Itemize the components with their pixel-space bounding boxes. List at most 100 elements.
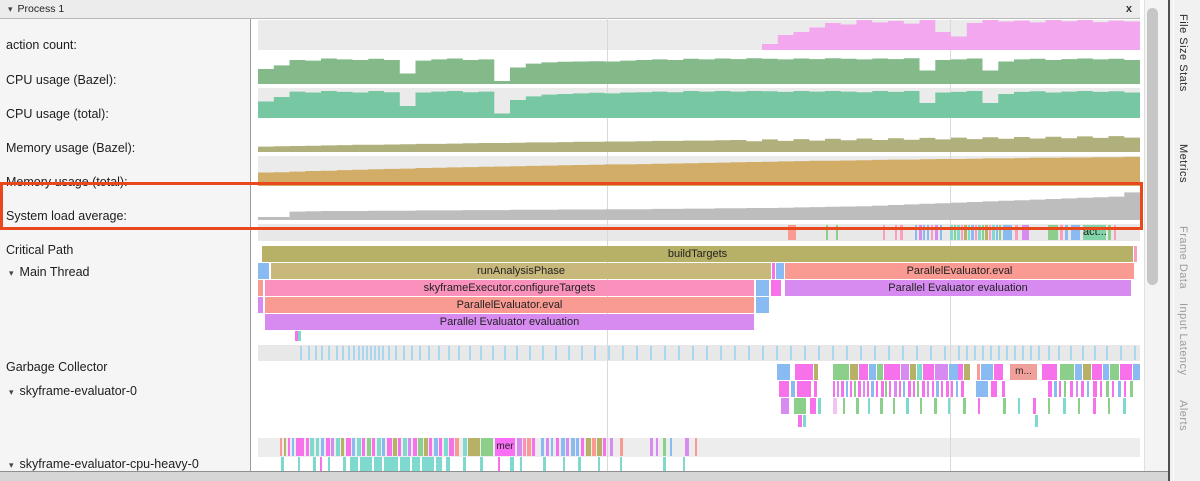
trace-fragment[interactable]: [777, 364, 790, 380]
gc-tick[interactable]: [720, 346, 722, 360]
gc-tick[interactable]: [958, 346, 960, 360]
trace-fragment[interactable]: [408, 438, 411, 456]
trace-slice[interactable]: m...: [1010, 364, 1037, 380]
trace-fragment[interactable]: [620, 438, 623, 456]
trace-fragment[interactable]: [836, 225, 838, 240]
gc-tick[interactable]: [734, 346, 736, 360]
trace-fragment[interactable]: [935, 364, 948, 380]
trace-fragment[interactable]: [343, 457, 346, 471]
main-thread-row-1[interactable]: runAnalysisPhase ParallelEvaluator.eval: [258, 263, 1140, 279]
trace-fragment[interactable]: [298, 457, 300, 471]
trace-fragment[interactable]: [510, 457, 514, 471]
trace-fragment[interactable]: [1060, 364, 1074, 380]
thread-evaluator0[interactable]: ▾ skyframe-evaluator-0: [9, 384, 137, 398]
trace-fragment[interactable]: [885, 381, 887, 397]
counter-row-action-count[interactable]: [258, 20, 1140, 50]
gc-tick[interactable]: [458, 346, 460, 360]
trace-fragment[interactable]: [814, 364, 818, 380]
trace-fragment[interactable]: [517, 438, 522, 456]
trace-fragment[interactable]: [541, 438, 544, 456]
trace-fragment[interactable]: [670, 438, 672, 456]
trace-fragment[interactable]: [321, 438, 324, 456]
trace-fragment[interactable]: [833, 364, 849, 380]
collapse-triangle-icon[interactable]: ▾: [8, 4, 13, 14]
trace-fragment[interactable]: [1133, 364, 1140, 380]
trace-fragment[interactable]: [1042, 364, 1057, 380]
trace-fragment[interactable]: [1065, 225, 1068, 240]
counter-row-cpu-bazel[interactable]: [258, 54, 1140, 84]
trace-fragment[interactable]: [1083, 364, 1091, 380]
trace-fragment[interactable]: [776, 263, 784, 279]
gc-tick[interactable]: [315, 346, 317, 360]
gc-tick[interactable]: [555, 346, 557, 360]
gc-tick[interactable]: [308, 346, 310, 360]
trace-fragment[interactable]: [663, 457, 666, 471]
gc-tick[interactable]: [366, 346, 368, 360]
trace-fragment[interactable]: [1130, 381, 1133, 397]
trace-fragment[interactable]: [320, 457, 322, 471]
horizontal-scrollbar[interactable]: [0, 471, 1168, 481]
thread-cpu-heavy[interactable]: ▾ skyframe-evaluator-cpu-heavy-0: [9, 457, 199, 471]
gc-tick[interactable]: [974, 346, 976, 360]
trace-fragment[interactable]: [991, 381, 997, 397]
tab-metrics[interactable]: Metrics: [1177, 144, 1189, 183]
trace-fragment[interactable]: [1093, 381, 1097, 397]
gc-tick[interactable]: [370, 346, 372, 360]
gc-tick[interactable]: [692, 346, 694, 360]
trace-fragment[interactable]: [932, 381, 934, 397]
evaluator0-level-2[interactable]: [258, 398, 1140, 414]
trace-fragment[interactable]: [941, 381, 943, 397]
trace-fragment[interactable]: [1048, 398, 1050, 414]
gc-tick[interactable]: [1094, 346, 1096, 360]
trace-fragment[interactable]: [876, 381, 878, 397]
trace-fragment[interactable]: [917, 381, 919, 397]
trace-fragment[interactable]: [683, 457, 685, 471]
gc-tick[interactable]: [966, 346, 968, 360]
trace-fragment[interactable]: [520, 457, 522, 471]
gc-tick[interactable]: [706, 346, 708, 360]
trace-fragment[interactable]: [877, 364, 883, 380]
gc-tick[interactable]: [944, 346, 946, 360]
trace-slice[interactable]: skyframeExecutor.configureTargets: [265, 280, 754, 296]
trace-fragment[interactable]: [978, 225, 981, 240]
trace-fragment[interactable]: [424, 438, 428, 456]
trace-fragment[interactable]: [1123, 398, 1126, 414]
gc-tick[interactable]: [438, 346, 440, 360]
gc-tick[interactable]: [874, 346, 876, 360]
trace-fragment[interactable]: [982, 225, 984, 240]
trace-fragment[interactable]: [903, 381, 905, 397]
gc-tick[interactable]: [403, 346, 405, 360]
trace-fragment[interactable]: [996, 225, 998, 240]
main-thread-row-4[interactable]: Parallel Evaluator evaluation: [258, 314, 1140, 330]
trace-fragment[interactable]: [429, 438, 432, 456]
trace-fragment[interactable]: [566, 438, 569, 456]
trace-fragment[interactable]: [798, 415, 802, 427]
trace-fragment[interactable]: [446, 457, 450, 471]
trace-fragment[interactable]: [1048, 225, 1058, 240]
trace-fragment[interactable]: [949, 364, 958, 380]
gc-tick[interactable]: [608, 346, 610, 360]
trace-fragment[interactable]: [884, 364, 900, 380]
main-thread-row-3[interactable]: ParallelEvaluator.eval: [258, 297, 1140, 313]
trace-fragment[interactable]: [923, 364, 934, 380]
trace-fragment[interactable]: [292, 438, 294, 456]
trace-fragment[interactable]: [994, 364, 1003, 380]
main-thread-row-2[interactable]: skyframeExecutor.configureTargets Paralle…: [258, 280, 1140, 296]
trace-fragment[interactable]: [906, 398, 909, 414]
trace-fragment[interactable]: [756, 280, 769, 296]
trace-fragment[interactable]: [422, 457, 434, 471]
trace-fragment[interactable]: [298, 331, 301, 341]
trace-fragment[interactable]: [992, 225, 995, 240]
trace-slice[interactable]: runAnalysisPhase: [271, 263, 771, 279]
gc-tick[interactable]: [1038, 346, 1040, 360]
trace-fragment[interactable]: [1108, 225, 1111, 240]
trace-fragment[interactable]: [985, 225, 988, 240]
trace-fragment[interactable]: [797, 381, 811, 397]
trace-fragment[interactable]: [978, 398, 980, 414]
gc-tick[interactable]: [321, 346, 323, 360]
gc-tick[interactable]: [888, 346, 890, 360]
trace-fragment[interactable]: [610, 438, 613, 456]
trace-fragment[interactable]: [561, 438, 565, 456]
trace-fragment[interactable]: [935, 225, 938, 240]
trace-fragment[interactable]: [976, 381, 988, 397]
